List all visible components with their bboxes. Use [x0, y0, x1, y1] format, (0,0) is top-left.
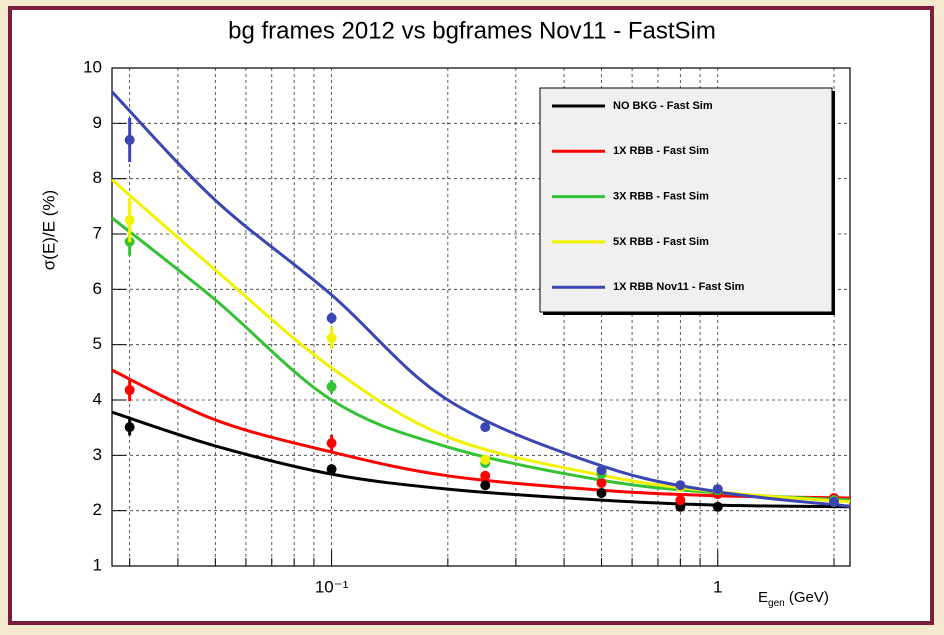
- data-point: [596, 478, 607, 488]
- data-point: [480, 480, 491, 491]
- y-tick-label: 7: [93, 223, 102, 242]
- x-label-rest: (GeV): [785, 589, 829, 606]
- data-point: [124, 422, 135, 433]
- data-point: [326, 333, 337, 344]
- legend-label: 1X RBB - Fast Sim: [613, 145, 709, 157]
- y-tick-label: 10: [83, 57, 102, 76]
- legend-label: 5X RBB - Fast Sim: [613, 236, 709, 248]
- y-tick-label: 3: [93, 445, 102, 464]
- data-point: [326, 464, 337, 475]
- y-tick-label: 5: [93, 334, 102, 353]
- x-tick-label: 1: [713, 577, 722, 596]
- x-tick-label: 10⁻¹: [315, 577, 349, 596]
- y-tick-label: 6: [93, 279, 102, 298]
- x-axis-label: Egen (GeV): [758, 589, 829, 609]
- data-point: [124, 385, 135, 396]
- data-point: [596, 465, 607, 476]
- data-point: [326, 438, 337, 449]
- data-point: [712, 484, 723, 495]
- y-tick-label: 2: [93, 500, 102, 519]
- data-point: [124, 134, 135, 145]
- legend-label: 1X RBB Nov11 - Fast Sim: [613, 281, 745, 293]
- x-label-sub: gen: [768, 598, 785, 609]
- chart-title: bg frames 2012 vs bgframes Nov11 - FastS…: [228, 17, 716, 44]
- x-label-main: E: [758, 589, 768, 606]
- legend: [539, 87, 833, 313]
- legend-label: 3X RBB - Fast Sim: [613, 191, 709, 203]
- legend-label: NO BKG - Fast Sim: [613, 100, 713, 112]
- data-point: [675, 480, 686, 491]
- y-tick-label: 8: [93, 168, 102, 187]
- y-tick-label: 9: [93, 113, 102, 132]
- data-point: [829, 496, 840, 507]
- data-point: [480, 454, 491, 465]
- data-point: [326, 313, 337, 324]
- y-axis-label: σ(E)/E (%): [39, 190, 58, 270]
- data-point: [675, 495, 686, 506]
- plot-frame: [111, 67, 851, 567]
- data-point: [326, 381, 337, 392]
- y-tick-label: 1: [93, 555, 102, 574]
- data-point: [480, 470, 491, 481]
- data-point: [712, 501, 723, 512]
- data-point: [124, 215, 135, 226]
- y-tick-label: 4: [93, 389, 102, 408]
- data-point: [480, 422, 491, 433]
- data-point: [596, 487, 607, 498]
